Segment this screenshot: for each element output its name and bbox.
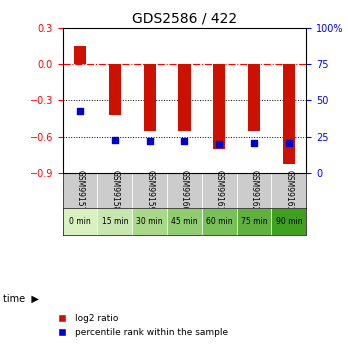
FancyBboxPatch shape bbox=[271, 208, 306, 235]
FancyBboxPatch shape bbox=[132, 174, 167, 208]
Point bbox=[77, 108, 83, 114]
FancyBboxPatch shape bbox=[237, 174, 271, 208]
Bar bbox=[248, 64, 260, 131]
FancyBboxPatch shape bbox=[63, 174, 97, 208]
Bar bbox=[74, 46, 86, 64]
Text: 30 min: 30 min bbox=[136, 217, 163, 226]
Bar bbox=[109, 64, 121, 115]
Point bbox=[182, 139, 187, 144]
Text: GSM99160: GSM99160 bbox=[180, 170, 189, 211]
Bar bbox=[283, 64, 295, 164]
Point bbox=[251, 140, 257, 146]
FancyBboxPatch shape bbox=[237, 208, 271, 235]
Text: time  ▶: time ▶ bbox=[3, 294, 39, 303]
Text: 15 min: 15 min bbox=[102, 217, 128, 226]
FancyBboxPatch shape bbox=[63, 208, 97, 235]
Bar bbox=[143, 64, 156, 131]
Text: GSM99158: GSM99158 bbox=[110, 170, 119, 211]
FancyBboxPatch shape bbox=[202, 174, 237, 208]
Point bbox=[147, 139, 152, 144]
FancyBboxPatch shape bbox=[97, 174, 132, 208]
Text: 90 min: 90 min bbox=[276, 217, 302, 226]
Bar bbox=[178, 64, 190, 131]
Text: GSM99163: GSM99163 bbox=[284, 170, 293, 211]
Text: 60 min: 60 min bbox=[206, 217, 232, 226]
FancyBboxPatch shape bbox=[271, 174, 306, 208]
FancyBboxPatch shape bbox=[97, 208, 132, 235]
Text: 45 min: 45 min bbox=[171, 217, 198, 226]
Text: GSM99157: GSM99157 bbox=[76, 170, 85, 211]
Point bbox=[112, 137, 118, 142]
Point bbox=[216, 141, 222, 147]
FancyBboxPatch shape bbox=[132, 208, 167, 235]
Text: 75 min: 75 min bbox=[241, 217, 267, 226]
Point bbox=[286, 140, 292, 146]
FancyBboxPatch shape bbox=[202, 208, 237, 235]
Legend: log2 ratio, percentile rank within the sample: log2 ratio, percentile rank within the s… bbox=[50, 311, 232, 341]
FancyBboxPatch shape bbox=[167, 174, 202, 208]
FancyBboxPatch shape bbox=[167, 208, 202, 235]
Text: GSM99161: GSM99161 bbox=[215, 170, 224, 211]
Title: GDS2586 / 422: GDS2586 / 422 bbox=[132, 11, 237, 25]
Text: GSM99162: GSM99162 bbox=[250, 170, 259, 211]
Text: 0 min: 0 min bbox=[69, 217, 91, 226]
Text: GSM99159: GSM99159 bbox=[145, 170, 154, 211]
Bar bbox=[213, 64, 225, 149]
